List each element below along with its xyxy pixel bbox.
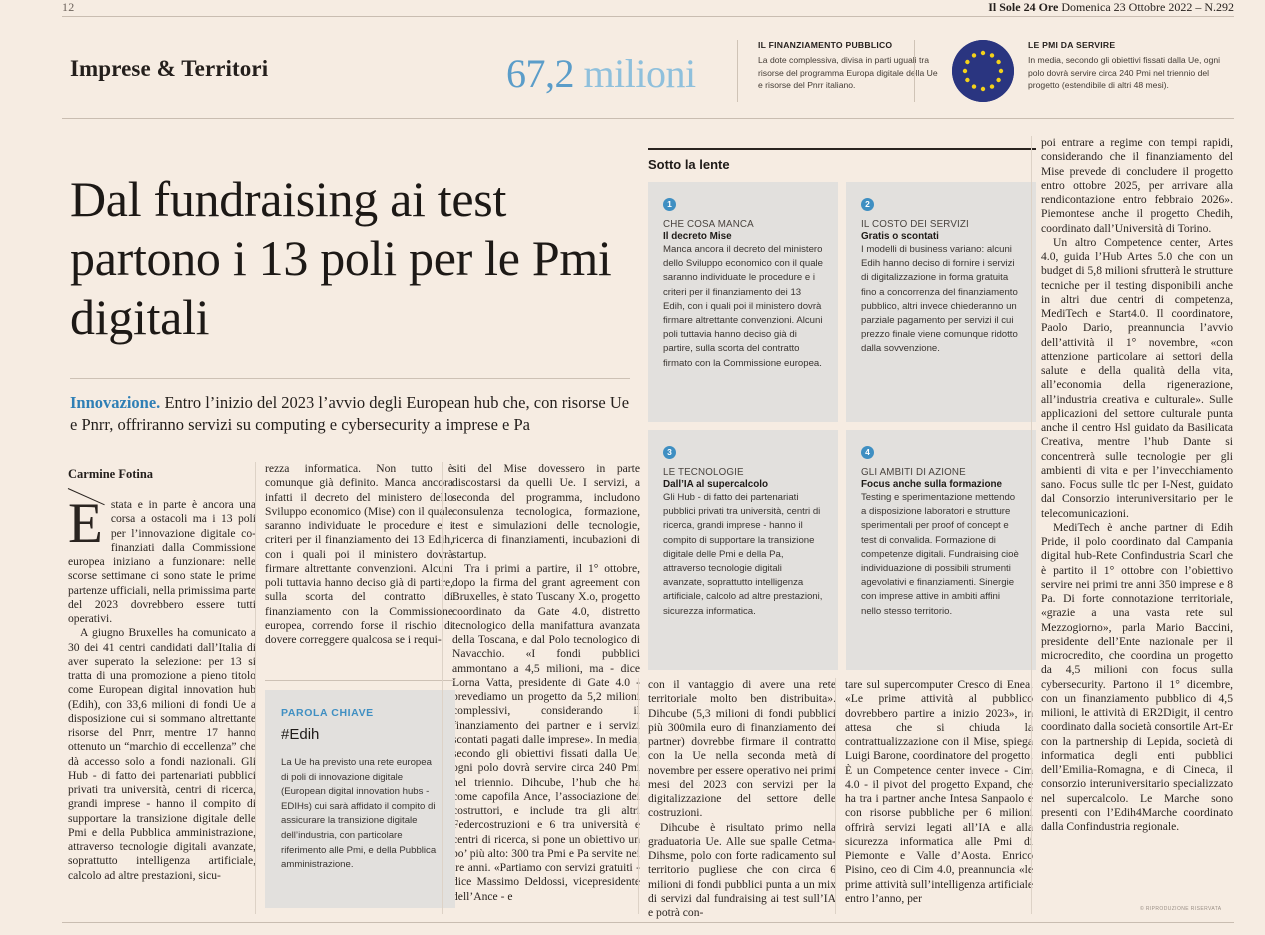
masthead: 12 Il Sole 24 Ore Domenica 23 Ottobre 20… <box>62 0 1234 18</box>
rule-top <box>62 16 1234 17</box>
paragraph-text: stata e in parte è ancora una corsa a os… <box>68 498 256 625</box>
lens-card-body: Testing e sperimentazione mettendo a dis… <box>861 492 1019 617</box>
fact-1-body: La dote complessiva, divisa in parti ugu… <box>758 55 938 91</box>
lens-card-body: Manca ancora il decreto del ministero de… <box>663 244 823 369</box>
paragraph: Un altro Competence center, Artes 4.0, g… <box>1041 235 1233 520</box>
lens-card: 2 IL COSTO DEI SERVIZI Gratis o scontati… <box>846 182 1036 422</box>
paragraph: Dihcube è risultato primo nella graduato… <box>648 820 836 920</box>
strip-divider-2 <box>914 40 915 102</box>
lens-card-heading: Il decreto Mise <box>663 231 732 242</box>
fact-1-kicker: IL FINANZIAMENTO PUBBLICO <box>758 40 893 50</box>
paragraph: Tra i primi a partire, il 1° ottobre, do… <box>452 561 640 903</box>
lens-rule <box>648 148 1036 150</box>
column-separator <box>442 462 443 914</box>
article-column-3: siti del Mise dovessero in parte discost… <box>452 462 640 904</box>
section-strip: Imprese & Territori 67,2 milioni IL FINA… <box>62 28 1234 112</box>
paper-name: Il Sole 24 Ore <box>988 0 1059 14</box>
eu-flag-icon <box>952 40 1014 102</box>
keyword-box-tag: #Edih <box>281 726 320 743</box>
paragraph: rezza informatica. Non tutto è comunque … <box>265 462 453 646</box>
lens-card-badge: 4 <box>861 446 874 459</box>
lens-card-kicker: CHE COSA MANCA <box>663 219 754 230</box>
lens-grid: 1 CHE COSA MANCA Il decreto Mise Manca a… <box>648 182 1036 670</box>
lens-card-heading: Focus anche sulla formazione <box>861 479 1003 490</box>
lens-card: 4 GLI AMBITI DI AZIONE Focus anche sulla… <box>846 430 1036 670</box>
article-column-4: con il vantaggio di avere una rete terri… <box>648 678 836 920</box>
masthead-edition: Il Sole 24 Ore Domenica 23 Ottobre 2022 … <box>988 0 1234 15</box>
keyword-box-text: La Ue ha previsto una rete europea di po… <box>281 757 437 871</box>
lens-card-heading: Gratis o scontati <box>861 231 939 242</box>
article-column-6: poi entrare a regime con tempi rapidi, c… <box>1041 136 1233 834</box>
paragraph: A giugno Bruxelles ha comunicato a 30 de… <box>68 626 256 882</box>
big-number: 67,2 milioni <box>506 50 696 97</box>
paragraph: siti del Mise dovessero in parte discost… <box>452 462 640 561</box>
article-column-2: rezza informatica. Non tutto è comunque … <box>265 462 453 647</box>
section-title: Imprese & Territori <box>70 56 269 81</box>
keyword-box-label: PAROLA CHIAVE <box>281 707 374 719</box>
lens-card-kicker: GLI AMBITI DI AZIONE <box>861 467 966 478</box>
fact-2-body: In media, secondo gli obiettivi fissati … <box>1028 55 1221 91</box>
column-separator <box>1031 136 1032 914</box>
lens-card-kicker: IL COSTO DEI SERVIZI <box>861 219 969 230</box>
big-number-value: 67,2 <box>506 51 575 96</box>
lens-title: Sotto la lente <box>648 157 730 172</box>
lens-card-body: I modelli di business variano: alcuni Ed… <box>861 244 1018 355</box>
standfirst-text: Entro l’inizio del 2023 l’avvio degli Eu… <box>70 393 630 434</box>
rule-above-keyword-box <box>265 680 455 681</box>
article-column-5: tare sul supercomputer Cresco di Enea. «… <box>845 678 1033 906</box>
rule-under-strip <box>62 118 1234 119</box>
lens-card-badge: 2 <box>861 198 874 211</box>
paragraph: poi entrare a regime con tempi rapidi, c… <box>1041 136 1233 235</box>
drop-cap: E <box>68 492 103 555</box>
copyright-notice: © RIPRODUZIONE RISERVATA <box>1140 906 1222 912</box>
byline: Carmine Fotina <box>68 467 154 481</box>
rule-bottom <box>62 922 1234 923</box>
standfirst-lead: Innovazione. <box>70 393 161 412</box>
lens-card-heading: Dall’IA al supercalcolo <box>663 479 769 490</box>
paragraph: con il vantaggio di avere una rete terri… <box>648 678 836 820</box>
standfirst: Innovazione. Entro l’inizio del 2023 l’a… <box>70 392 636 436</box>
strip-divider-1 <box>737 40 738 102</box>
column-separator <box>255 462 256 914</box>
lens-card-kicker: LE TECNOLOGIE <box>663 467 744 478</box>
column-separator <box>835 678 836 914</box>
paragraph: tare sul supercomputer Cresco di Enea. «… <box>845 678 1033 905</box>
edition-date: Domenica 23 Ottobre 2022 – N.292 <box>1061 0 1234 14</box>
page-title: Dal fundraising ai test partono i 13 pol… <box>70 170 612 345</box>
fact-2-kicker: LE PMI DA SERVIRE <box>1028 40 1116 50</box>
lens-card-badge: 3 <box>663 446 676 459</box>
paragraph: MediTech è anche partner di Edih Pride, … <box>1041 520 1233 833</box>
keyword-box: PAROLA CHIAVE #Edih La Ue ha previsto un… <box>265 690 455 908</box>
lens-card-body: Gli Hub - di fatto dei partenariati pubb… <box>663 492 823 617</box>
page-folio: 12 <box>62 0 75 14</box>
column-separator <box>638 678 639 914</box>
lens-card: 1 CHE COSA MANCA Il decreto Mise Manca a… <box>648 182 838 422</box>
rule-under-headline <box>70 378 630 379</box>
lens-card-badge: 1 <box>663 198 676 211</box>
lens-card: 3 LE TECNOLOGIE Dall’IA al supercalcolo … <box>648 430 838 670</box>
big-number-unit: milioni <box>583 51 697 96</box>
